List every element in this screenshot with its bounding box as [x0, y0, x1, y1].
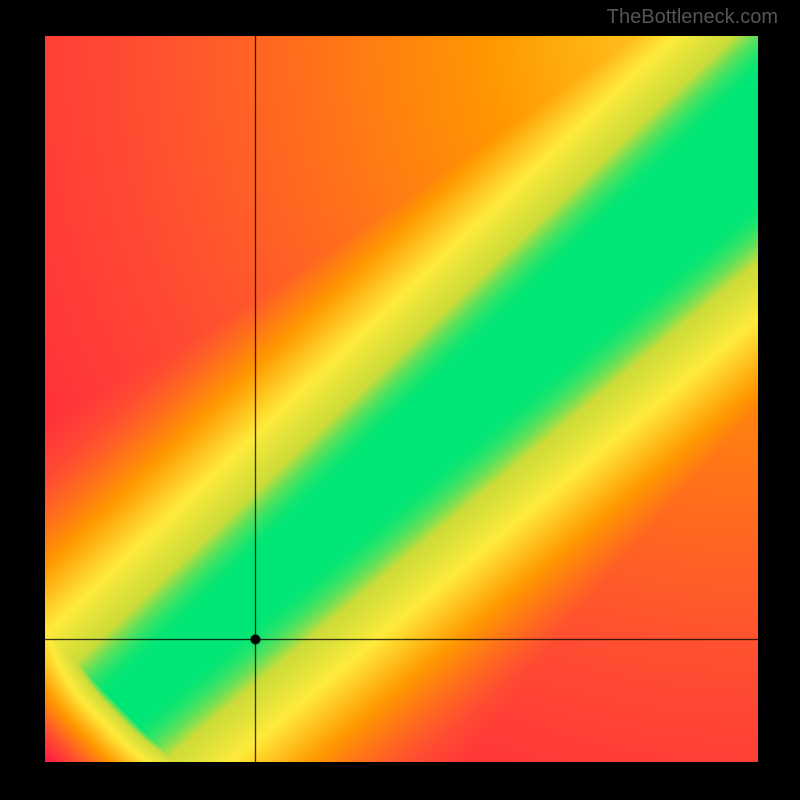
- chart-container: TheBottleneck.com: [0, 0, 800, 800]
- bottleneck-heatmap: [45, 36, 758, 762]
- attribution-text: TheBottleneck.com: [607, 6, 778, 29]
